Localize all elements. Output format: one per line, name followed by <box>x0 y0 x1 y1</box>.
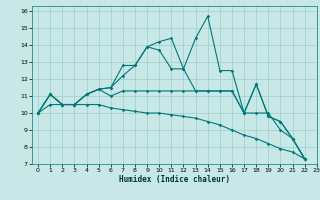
X-axis label: Humidex (Indice chaleur): Humidex (Indice chaleur) <box>119 175 230 184</box>
